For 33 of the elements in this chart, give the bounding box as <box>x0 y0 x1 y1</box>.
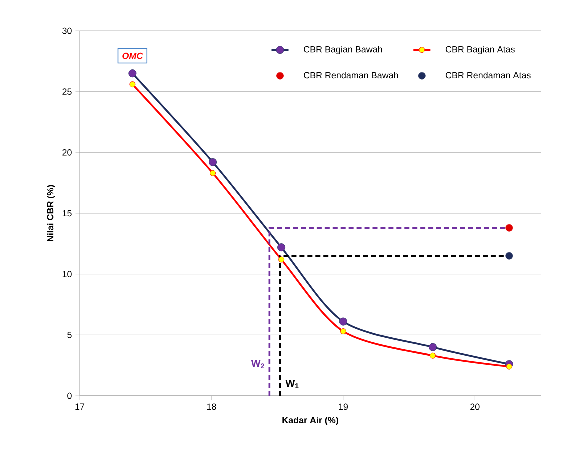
point <box>506 224 514 232</box>
x-tick-label: 20 <box>470 404 480 410</box>
y-tick-label: 0 <box>68 392 72 400</box>
x-tick-label: 18 <box>207 404 216 410</box>
legend-label: CBR Rendaman Bawah <box>304 72 398 79</box>
point <box>340 328 346 335</box>
y-tick-label: 15 <box>62 210 72 217</box>
y-tick-label: 20 <box>62 149 72 156</box>
x-axis-title: Kadar Air (%) <box>282 416 338 426</box>
legend-label: CBR Bagian Bawah <box>304 46 382 54</box>
y-axis-title: Nilai CBR (%) <box>47 185 56 242</box>
point <box>278 244 286 252</box>
point <box>506 252 514 260</box>
y-tick-label: 10 <box>62 271 72 278</box>
y-tick-label: 30 <box>62 28 72 34</box>
point <box>278 256 285 263</box>
x-tick-label: 17 <box>76 404 85 410</box>
point <box>506 364 512 370</box>
annotation: W$_{1}$ <box>286 380 299 388</box>
point <box>430 352 436 359</box>
y-tick-label: 25 <box>62 88 72 96</box>
point <box>128 70 137 78</box>
legend-label: CBR Bagian Atas <box>446 46 515 54</box>
point <box>209 158 218 166</box>
x-tick-label: 19 <box>339 404 348 410</box>
point <box>429 343 437 352</box>
y-tick-label: 5 <box>68 332 72 338</box>
annotation: W$_{2}$ <box>251 360 264 368</box>
point <box>130 82 136 88</box>
point <box>210 170 216 176</box>
point <box>339 318 348 326</box>
legend-label: CBR Rendaman Atas <box>446 72 531 79</box>
annotation: OMC <box>122 52 144 60</box>
